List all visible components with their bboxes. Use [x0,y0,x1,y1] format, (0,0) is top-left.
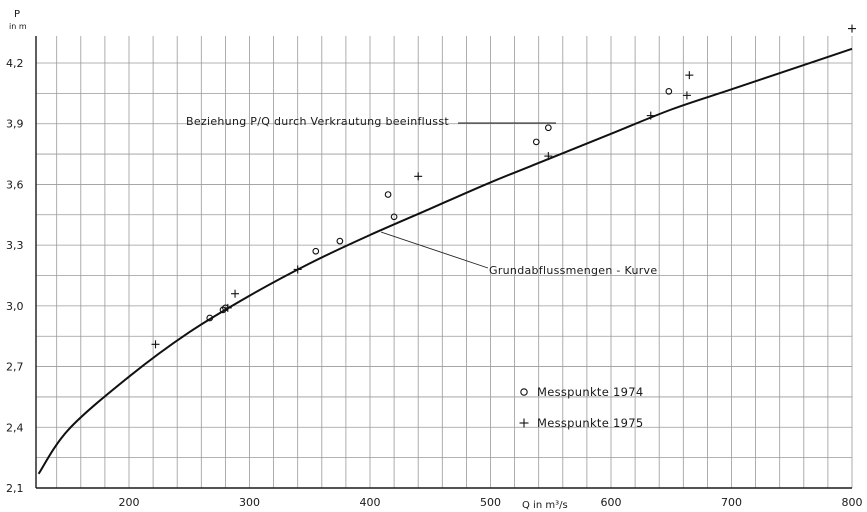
y-tick-label: 4,2 [6,57,24,70]
legend-marker-1974 [520,388,528,396]
point-1975 [231,289,240,298]
legend-label-1975: Messpunkte 1975 [537,416,644,430]
y-tick-labels: 2,1 2,4 2,7 3,0 3,3 3,6 3,9 4,2 [6,57,24,495]
y-tick-label: 3,3 [6,239,24,252]
y-tick-label: 2,1 [6,482,24,495]
point-1975 [544,152,553,161]
point-1975 [151,340,160,349]
x-tick-label: 700 [721,496,742,509]
point-1974 [312,247,320,255]
y-tick-label: 3,6 [6,178,24,191]
point-1974 [544,124,552,132]
axes [35,36,852,489]
annotation-curve-leader [380,231,489,269]
legend: Messpunkte 1974 Messpunkte 1975 [519,385,644,430]
point-1974 [206,314,214,322]
series-line-grundabflussmengen-kurve [37,47,853,475]
point-1975 [414,172,423,181]
point-1975 [682,91,691,100]
y-tick-label: 3,9 [6,118,24,131]
y-axis-unit: in m [9,22,27,31]
annotation-verkrautung: Beziehung P/Q durch Verkrautung beeinflu… [186,115,449,128]
point-1974 [665,87,673,95]
y-tick-label: 2,4 [6,421,24,434]
x-tick-label: 500 [480,496,501,509]
y-tick-label: 3,0 [6,300,24,313]
x-tick-label: 600 [601,496,622,509]
grid-lines [36,36,853,489]
legend-label-1974: Messpunkte 1974 [537,385,644,399]
point-1974 [384,191,392,198]
data-points [151,24,856,349]
point-1974 [336,237,344,245]
y-tick-label: 2,7 [6,361,24,374]
annotation-curve-label: Grundabflussmengen - Kurve [489,264,657,277]
x-tick-label: 300 [239,496,260,509]
legend-marker-1975 [519,418,529,428]
point-1975 [685,71,694,80]
point-1975 [848,24,856,33]
point-1975 [646,111,655,120]
y-axis-label: P [14,9,20,20]
point-1974 [532,138,540,146]
point-1974 [390,213,398,221]
x-tick-label: 200 [119,496,140,509]
point-1975 [223,303,232,312]
point-1975 [293,265,302,274]
x-axis-label: Q in m³/s [522,500,568,511]
x-tick-labels: 200 300 400 500 600 700 800 [119,496,863,509]
x-tick-label: 400 [360,496,381,509]
x-tick-label: 800 [842,496,863,509]
